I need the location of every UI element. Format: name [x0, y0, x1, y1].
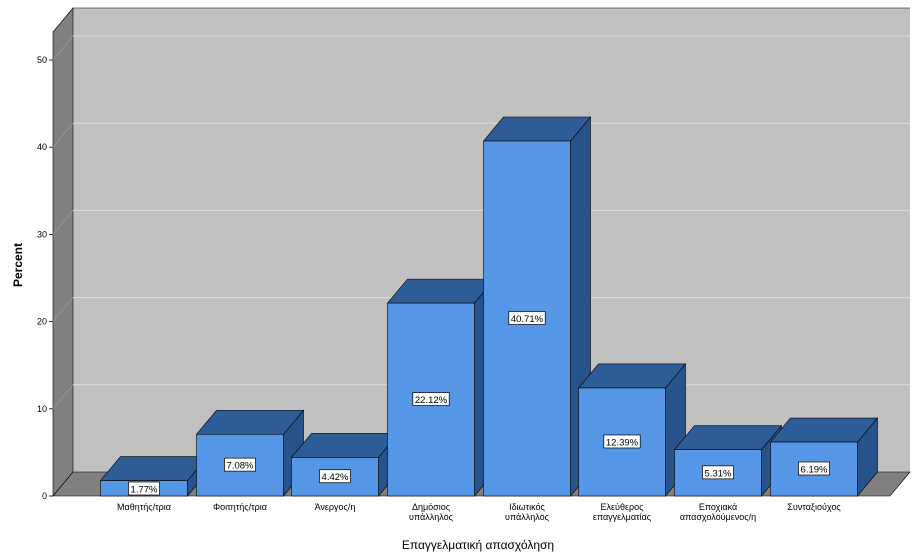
- category-label: Φοιτητής/τρια: [213, 502, 267, 512]
- data-label: 6.19%: [798, 461, 830, 476]
- bar: 7.08%: [195, 409, 305, 497]
- bar: 5.31%: [673, 424, 783, 497]
- category-label: Άνεργος/η: [315, 502, 356, 512]
- svg-text:Φοιτητής/τρια: Φοιτητής/τρια: [213, 502, 267, 512]
- svg-text:Μαθητής/τρια: Μαθητής/τρια: [117, 502, 171, 512]
- x-axis-title: Επαγγελματική απασχόληση: [402, 538, 554, 552]
- bar: 6.19%: [769, 417, 879, 497]
- y-axis-title: Percent: [11, 243, 25, 287]
- y-tick-label: 10: [37, 404, 47, 414]
- svg-text:Ελεύθερος: Ελεύθερος: [601, 502, 645, 512]
- data-label: 40.71%: [508, 311, 546, 325]
- bar: 1.77%: [99, 455, 209, 497]
- data-label: 1.77%: [128, 481, 160, 496]
- left-wall: [52, 7, 74, 497]
- bar: 40.71%: [482, 116, 592, 497]
- svg-text:22.12%: 22.12%: [415, 395, 448, 406]
- data-label: 22.12%: [412, 392, 450, 406]
- y-tick-label: 50: [37, 55, 47, 65]
- bar: 22.12%: [386, 278, 496, 497]
- data-label: 4.42%: [319, 469, 351, 483]
- svg-text:Ιδιωτικός: Ιδιωτικός: [509, 502, 545, 512]
- data-label: 5.31%: [702, 465, 734, 479]
- svg-text:επαγγελματίας: επαγγελματίας: [593, 512, 652, 522]
- y-tick-label: 40: [37, 142, 47, 152]
- svg-text:Άνεργος/η: Άνεργος/η: [315, 502, 356, 512]
- svg-text:Δημόσιος: Δημόσιος: [412, 502, 451, 512]
- y-tick-label: 20: [37, 317, 47, 327]
- svg-text:υπάλληλος: υπάλληλος: [409, 512, 454, 522]
- data-label: 12.39%: [603, 434, 641, 448]
- data-label: 7.08%: [224, 457, 256, 472]
- svg-text:Συνταξιούχος: Συνταξιούχος: [787, 502, 841, 512]
- svg-text:6.19%: 6.19%: [801, 465, 828, 476]
- bar: 12.39%: [577, 363, 687, 497]
- svg-text:υπάλληλος: υπάλληλος: [505, 512, 550, 522]
- y-tick-label: 0: [42, 491, 47, 501]
- svg-text:12.39%: 12.39%: [606, 437, 639, 448]
- svg-text:4.42%: 4.42%: [322, 472, 349, 483]
- svg-text:Εποχιακά: Εποχιακά: [699, 502, 737, 512]
- category-label: Μαθητής/τρια: [117, 502, 171, 512]
- svg-text:40.71%: 40.71%: [511, 314, 544, 325]
- category-label: Συνταξιούχος: [787, 502, 841, 512]
- bar: 4.42%: [290, 432, 400, 497]
- svg-text:απασχολούμενος/η: απασχολούμενος/η: [680, 512, 756, 522]
- svg-text:1.77%: 1.77%: [131, 485, 158, 496]
- svg-text:5.31%: 5.31%: [705, 468, 732, 479]
- svg-text:7.08%: 7.08%: [227, 461, 254, 472]
- y-tick-label: 30: [37, 229, 47, 239]
